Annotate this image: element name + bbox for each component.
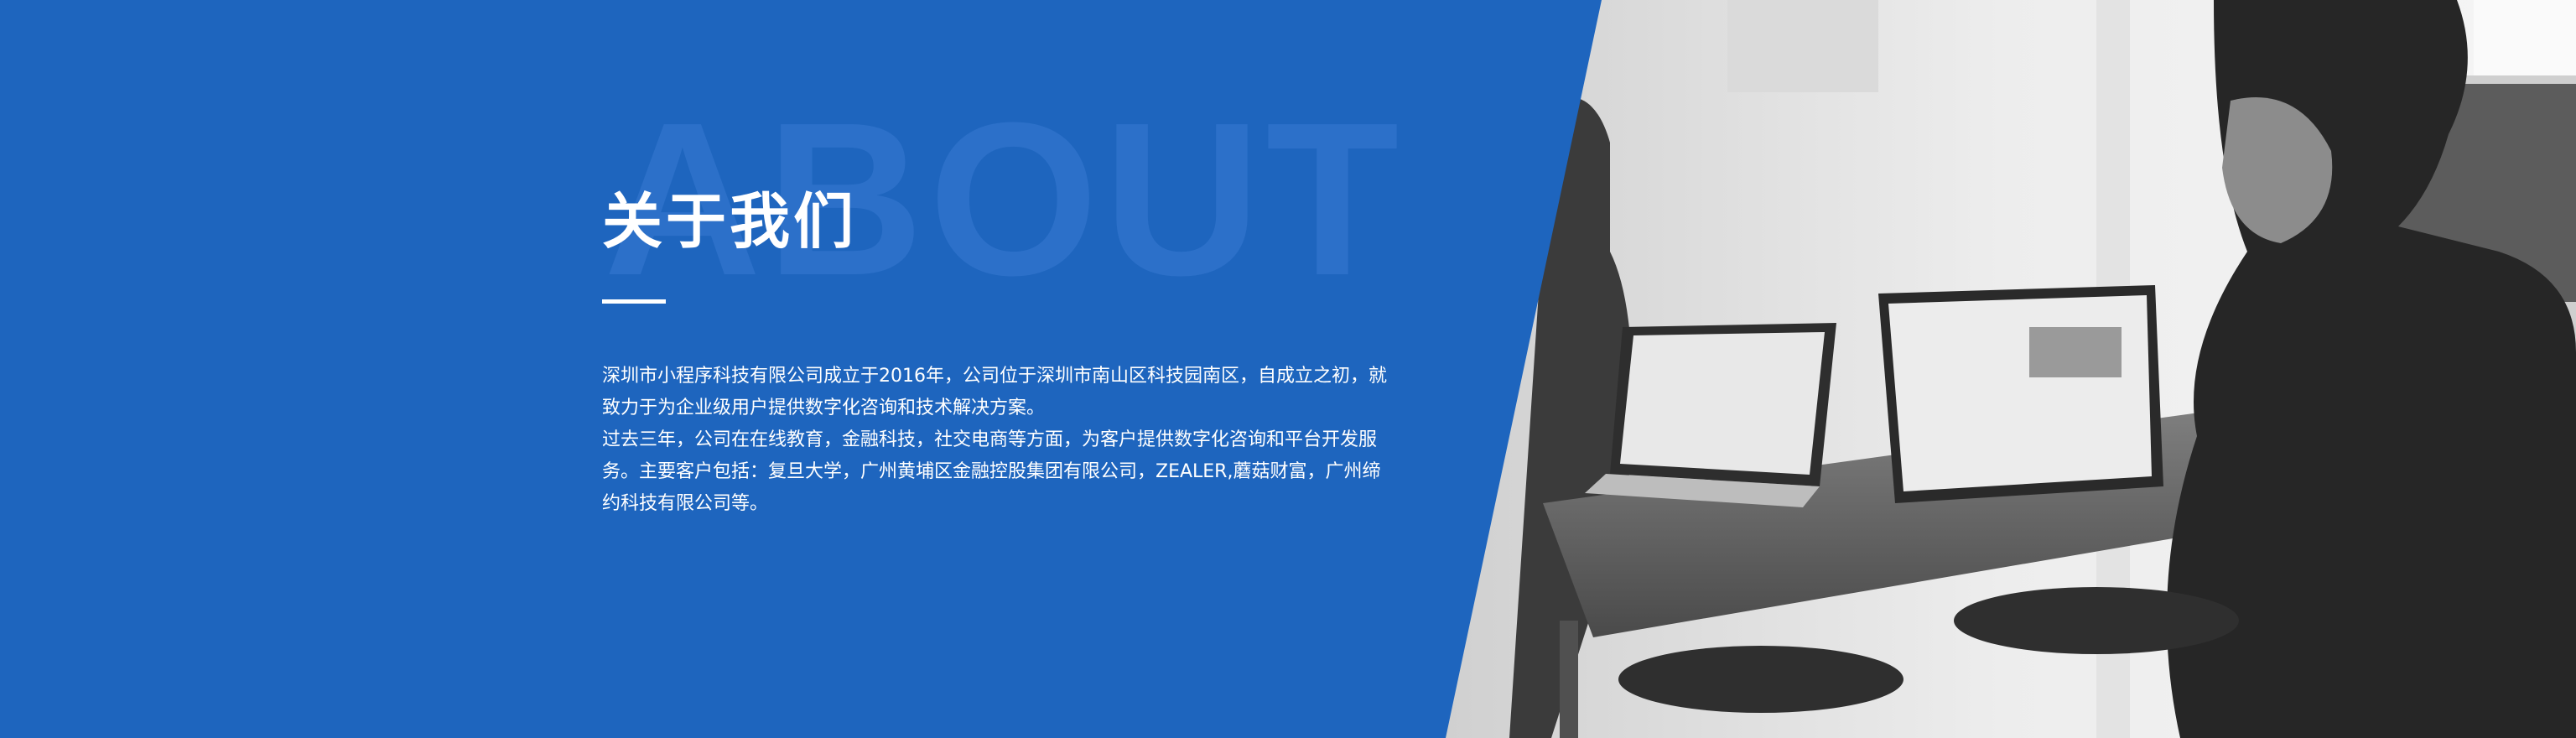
company-description: 深圳市小程序科技有限公司成立于2016年，公司位于深圳市南山区科技园南区，自成立… [602, 361, 1399, 520]
description-paragraph: 过去三年，公司在在线教育，金融科技，社交电商等方面，为客户提供数字化咨询和平台开… [602, 429, 1381, 514]
description-paragraph: 深圳市小程序科技有限公司成立于2016年，公司位于深圳市南山区科技园南区，自成立… [602, 366, 1387, 418]
about-watermark: ABOUT [604, 78, 1405, 321]
title-underline [602, 299, 666, 304]
section-title: 关于我们 [602, 186, 858, 257]
